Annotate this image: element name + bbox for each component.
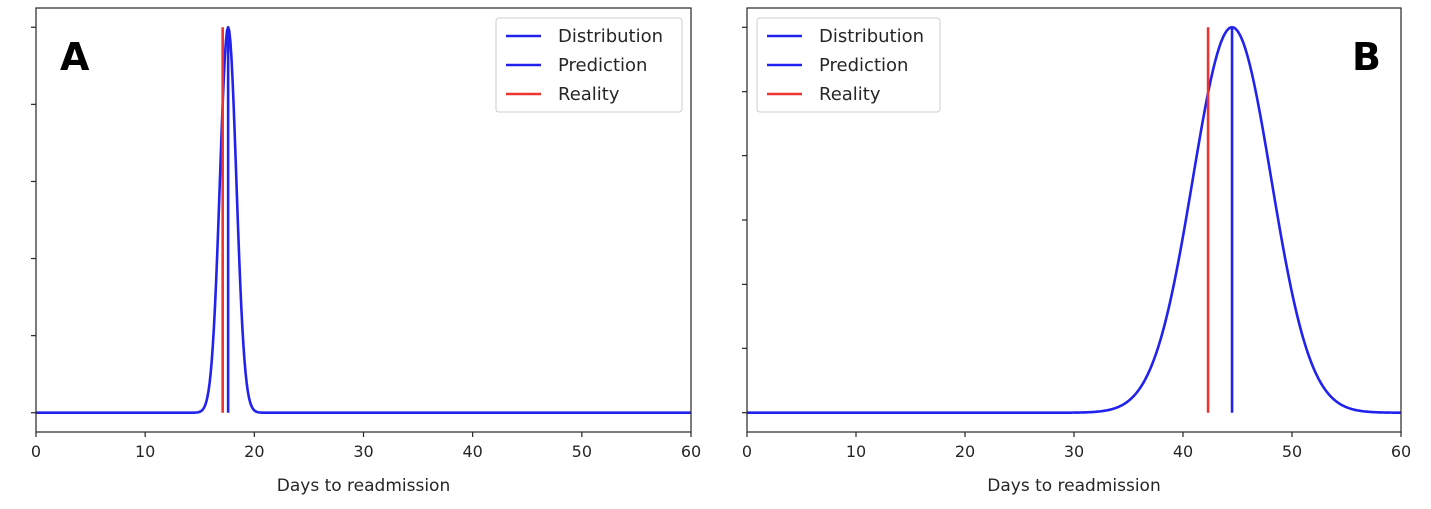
legend: Distribution Prediction Reality [495, 17, 683, 113]
x-tick-label: 30 [1064, 442, 1084, 461]
x-tick-label: 60 [1391, 442, 1411, 461]
x-tick-label: 10 [846, 442, 866, 461]
x-tick-label: 10 [135, 442, 155, 461]
legend: Distribution Prediction Reality [756, 17, 941, 113]
x-tick-label: 60 [681, 442, 701, 461]
legend-entry: Prediction [819, 55, 908, 76]
legend-box [756, 17, 941, 113]
legend-entry: Reality [558, 84, 620, 105]
x-tick-label: 40 [462, 442, 482, 461]
legend-entry: Reality [819, 84, 881, 105]
x-tick-label: 0 [742, 442, 752, 461]
distribution-curve [747, 25, 1401, 415]
x-tick-label: 50 [572, 442, 592, 461]
plot-area [747, 25, 1401, 415]
legend-entry: Distribution [558, 26, 663, 47]
chart-panel-a: 0 10 20 30 40 50 60 Days to readmission Distribu… [31, 7, 701, 496]
x-axis-label: Days to readmission [277, 476, 450, 496]
distribution-curve [36, 25, 691, 415]
x-tick-label: 0 [31, 442, 41, 461]
x-tick-label: 40 [1173, 442, 1193, 461]
chart-panel-b: 0 10 20 30 40 50 60 Days to readmission Distribu… [742, 7, 1411, 496]
x-tick-label: 30 [353, 442, 373, 461]
x-axis-label: Days to readmission [987, 476, 1160, 496]
x-tick-label: 50 [1282, 442, 1302, 461]
x-tick-label: 20 [244, 442, 264, 461]
plot-area [36, 25, 691, 415]
legend-box [495, 17, 683, 113]
legend-entry: Prediction [558, 55, 647, 76]
legend-entry: Distribution [819, 26, 924, 47]
x-tick-label: 20 [955, 442, 975, 461]
panel-label: B [1352, 35, 1381, 79]
panel-label: A [60, 35, 90, 79]
